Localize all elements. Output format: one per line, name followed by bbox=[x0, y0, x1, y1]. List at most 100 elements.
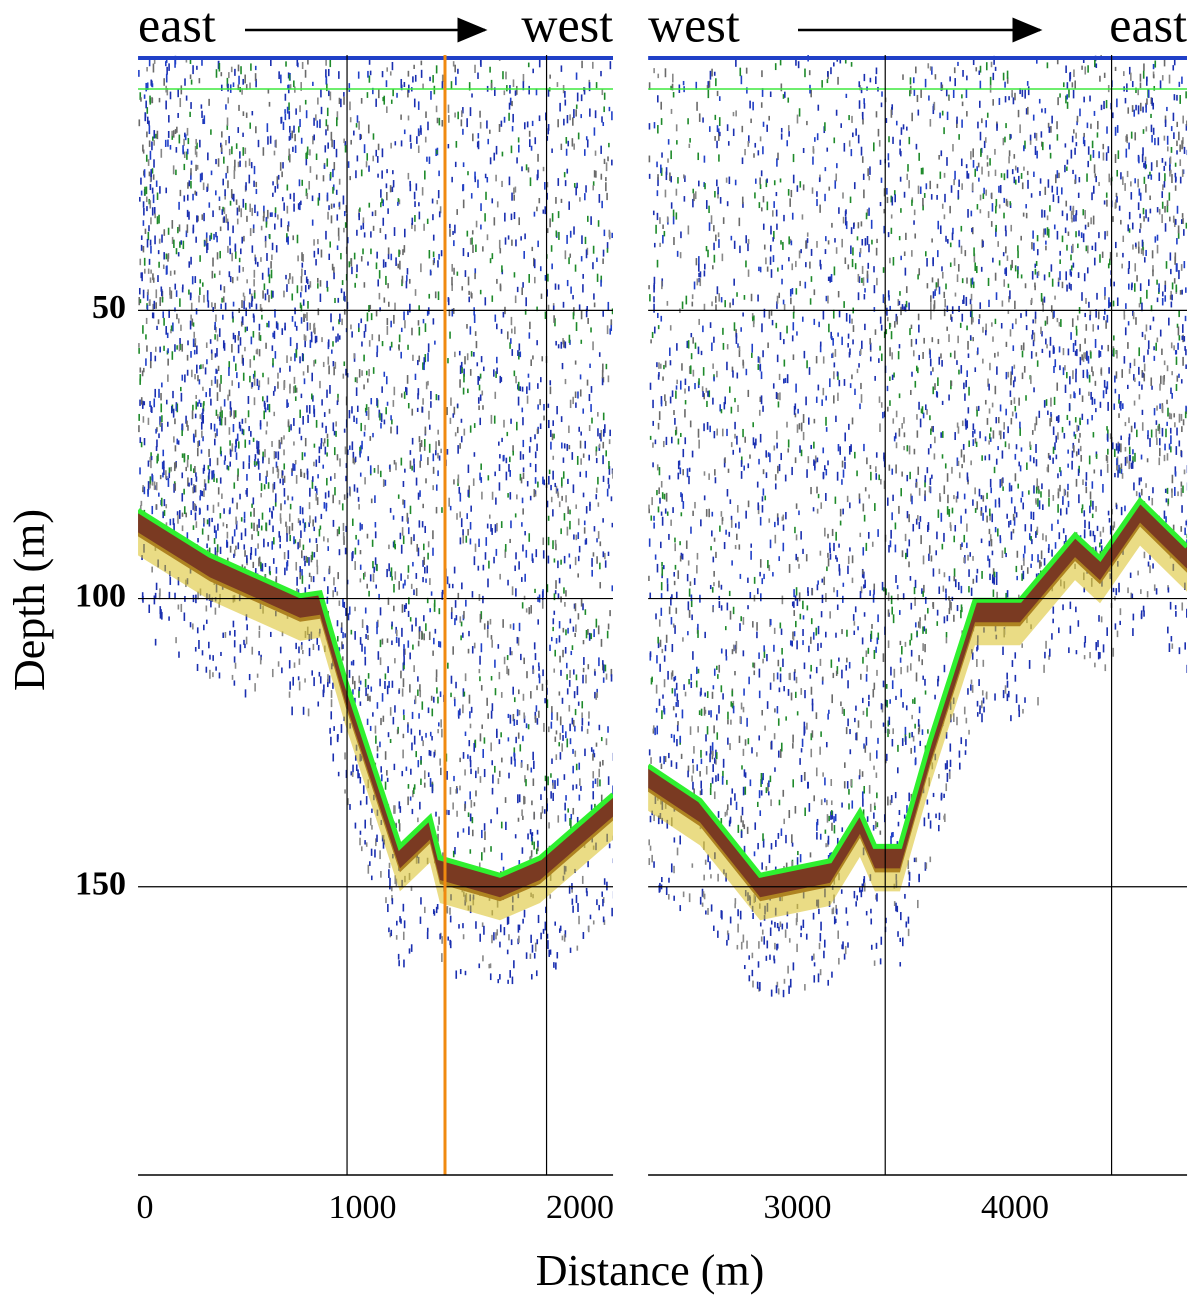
echo-noise bbox=[527, 764, 529, 770]
echo-noise bbox=[996, 292, 998, 300]
echo-noise bbox=[301, 394, 303, 398]
echo-noise bbox=[389, 465, 391, 469]
echo-noise bbox=[1187, 465, 1189, 473]
echo-noise bbox=[555, 962, 557, 969]
echo-noise bbox=[265, 476, 267, 484]
echo-noise bbox=[419, 690, 421, 697]
echo-noise bbox=[550, 430, 552, 437]
echo-noise bbox=[476, 362, 478, 366]
echo-noise bbox=[185, 513, 187, 518]
echo-noise bbox=[1128, 261, 1130, 269]
echo-noise bbox=[432, 548, 434, 556]
echo-noise bbox=[1085, 298, 1087, 304]
echo-noise bbox=[246, 216, 248, 222]
echo-noise bbox=[866, 543, 868, 551]
echo-noise bbox=[581, 726, 583, 731]
echo-noise bbox=[708, 90, 710, 98]
echo-noise bbox=[522, 544, 524, 551]
echo-noise bbox=[366, 584, 368, 589]
echo-noise bbox=[580, 458, 582, 464]
echo-noise bbox=[262, 513, 264, 520]
echo-noise bbox=[742, 312, 744, 316]
echo-noise bbox=[332, 590, 334, 597]
echo-noise bbox=[1139, 214, 1141, 219]
echo-noise bbox=[918, 110, 920, 116]
echo-noise bbox=[553, 315, 555, 323]
echo-noise bbox=[218, 502, 220, 506]
echo-noise bbox=[532, 69, 534, 74]
echo-noise bbox=[922, 591, 924, 597]
echo-noise bbox=[368, 407, 370, 416]
echo-noise bbox=[564, 556, 566, 563]
echo-noise bbox=[279, 440, 281, 449]
echo-noise bbox=[419, 730, 421, 736]
echo-noise bbox=[535, 943, 537, 952]
echo-noise bbox=[603, 916, 605, 922]
echo-noise bbox=[419, 436, 421, 442]
echo-noise bbox=[252, 245, 254, 252]
echo-noise bbox=[591, 804, 593, 810]
echo-noise bbox=[339, 314, 341, 322]
echo-noise bbox=[587, 216, 589, 222]
echo-noise bbox=[309, 648, 311, 656]
echo-noise bbox=[248, 175, 250, 184]
echo-noise bbox=[165, 140, 167, 147]
echo-noise bbox=[510, 419, 512, 424]
echo-noise bbox=[204, 241, 206, 246]
echo-noise bbox=[173, 130, 175, 137]
echo-noise bbox=[529, 446, 531, 452]
echo-noise bbox=[746, 369, 748, 375]
echo-noise bbox=[548, 822, 550, 828]
echo-noise bbox=[494, 660, 496, 668]
echo-noise bbox=[463, 162, 465, 167]
echo-noise bbox=[264, 283, 266, 290]
echo-noise bbox=[708, 710, 710, 715]
echo-noise bbox=[797, 711, 799, 715]
echo-noise bbox=[175, 462, 177, 469]
echo-noise bbox=[450, 941, 452, 949]
echo-noise bbox=[791, 693, 793, 701]
echo-noise bbox=[184, 164, 186, 170]
echo-noise bbox=[479, 676, 481, 681]
echo-noise bbox=[582, 876, 584, 884]
echo-noise bbox=[192, 65, 194, 74]
echo-noise bbox=[897, 585, 899, 589]
echo-noise bbox=[490, 819, 492, 823]
echo-noise bbox=[248, 426, 250, 431]
echo-noise bbox=[1145, 161, 1147, 169]
echo-noise bbox=[1023, 558, 1025, 566]
echo-noise bbox=[196, 66, 198, 70]
echo-noise bbox=[223, 216, 225, 222]
echo-noise bbox=[269, 234, 271, 239]
echo-noise bbox=[307, 301, 309, 309]
echo-noise bbox=[250, 512, 252, 517]
echo-noise bbox=[658, 325, 660, 329]
echo-noise bbox=[370, 398, 372, 404]
echo-noise bbox=[281, 667, 283, 673]
echo-noise bbox=[353, 416, 355, 422]
echo-noise bbox=[422, 740, 424, 746]
echo-noise bbox=[248, 396, 250, 404]
echo-noise bbox=[375, 99, 377, 107]
echo-noise bbox=[881, 703, 883, 709]
echo-noise bbox=[562, 936, 564, 941]
echo-noise bbox=[149, 457, 151, 462]
echo-noise bbox=[549, 75, 551, 79]
echo-noise bbox=[336, 591, 338, 595]
echo-noise bbox=[432, 214, 434, 220]
echo-noise bbox=[379, 850, 381, 859]
echo-noise bbox=[607, 325, 609, 334]
echo-noise bbox=[539, 675, 541, 683]
echo-noise bbox=[229, 248, 231, 254]
echo-noise bbox=[523, 473, 525, 479]
echo-noise bbox=[1036, 487, 1038, 494]
echo-noise bbox=[472, 134, 474, 142]
echo-noise bbox=[559, 691, 561, 695]
echo-noise bbox=[464, 356, 466, 364]
echo-noise bbox=[317, 283, 319, 288]
echo-noise bbox=[161, 234, 163, 242]
echo-noise bbox=[308, 181, 310, 190]
echo-noise bbox=[221, 72, 223, 76]
echo-noise bbox=[548, 124, 550, 131]
echo-noise bbox=[290, 337, 292, 346]
